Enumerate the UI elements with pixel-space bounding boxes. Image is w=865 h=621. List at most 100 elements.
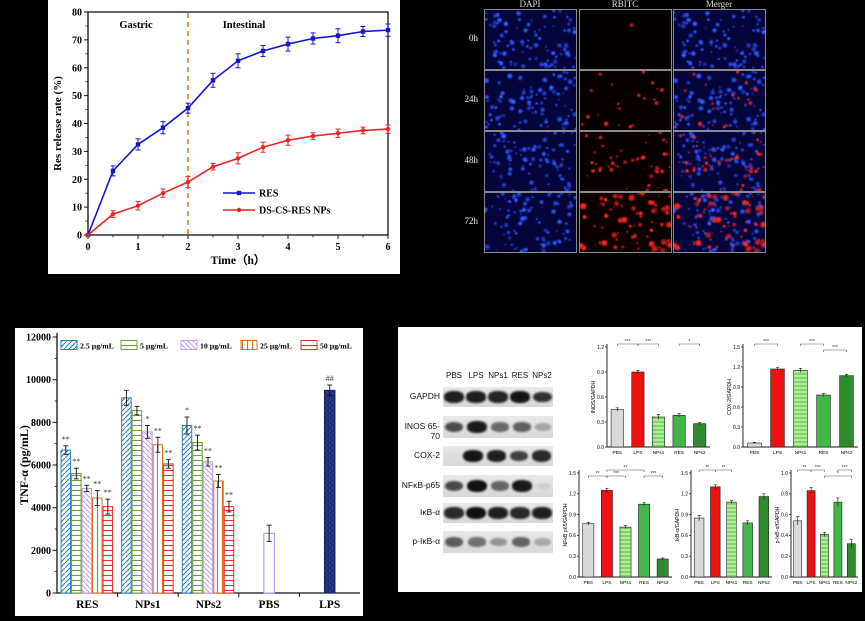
svg-text:PBS: PBS [793,580,803,586]
svg-text:1.0: 1.0 [781,471,788,477]
blot-band [532,507,552,519]
blot-lane-label: NPs1 [488,371,508,380]
svg-text:0.0: 0.0 [597,445,604,451]
western-blot-panel: PBS LPS NPs1 RES NPs2 GAPDH INOS 65-70 COX-2 NFκ… [398,327,862,592]
svg-text:PBS: PBS [583,580,593,586]
blot-band [490,537,508,547]
tnf-bar [323,389,336,594]
blot-band [466,391,486,403]
mini-chart-nfkb: 0.0 0.3 0.6 0.9 1.2 1.5 NFκB p65/GAPDH PBS LPS NP… [562,464,674,595]
svg-text:2000: 2000 [31,546,51,557]
quantification-bar-chart: 0.0 0.3 0.6 0.9 1.2 1.5 NFκB p65/GAPDH PBS LPS NP… [563,465,672,586]
fluorescence-cell-48h-rbitc [579,131,672,192]
fluorescence-row-label: 0h [469,33,478,43]
blot-row-label: p-IκB-α [412,536,440,546]
svg-text:**: ** [721,465,725,471]
svg-text:LPS: LPS [602,580,611,586]
fluorescence-cell-48h-dapi [484,131,577,192]
blot-band [445,537,464,547]
mini-bar [742,522,753,578]
svg-text:LPS: LPS [807,580,816,586]
mini-bar [816,394,831,448]
svg-text:6000: 6000 [31,461,51,472]
blot-row-label: IκB-α [419,507,440,517]
blot-band [512,480,532,492]
svg-text:0.0: 0.0 [733,445,740,451]
svg-text:3: 3 [236,242,241,253]
blot-row-label: INOS 65-70 [404,421,440,441]
svg-text:PBS: PBS [612,450,622,456]
blot-band [488,391,508,403]
mini-bar [638,503,650,578]
svg-text:0.3: 0.3 [597,420,604,426]
blot-band [486,450,507,462]
fluorescence-row-label: 24h [464,94,479,104]
svg-text:0.9: 0.9 [597,370,604,376]
svg-text:##: ## [326,374,334,383]
mini-bar [770,368,785,448]
mini-chart-inos: 0.0 0.3 0.6 0.9 1.2 INOS/GAPDH PBS LPS NPs1 RES NP… [590,338,712,465]
blot-band [531,450,552,462]
svg-text:**: ** [225,490,233,499]
svg-text:NPs1: NPs1 [620,580,632,586]
svg-text:0.3: 0.3 [733,425,740,431]
svg-text:RES: RES [674,450,684,456]
tnf-legend-label: 50 µg/mL [320,342,352,351]
svg-text:NPs2: NPs2 [694,450,706,456]
svg-text:**: ** [164,449,172,458]
svg-text:RES: RES [819,450,829,456]
blot-band [467,480,487,492]
svg-text:0.4: 0.4 [781,533,788,539]
svg-text:6: 6 [386,242,391,253]
svg-text:Time（h）: Time（h） [211,253,266,267]
fluorescence-row-label: 72h [464,216,479,226]
svg-text:0.6: 0.6 [733,405,740,411]
svg-text:*: * [145,415,149,424]
svg-text:**: ** [194,424,202,433]
mini-chart-pikb: 0.0 0.2 0.4 0.6 0.8 1.0 p-IκB-α/GAPDH PBS LPS NPs… [774,464,860,595]
svg-text:RES: RES [833,580,843,586]
tnf-legend-label: 10 µg/mL [200,342,232,351]
svg-text:0.3: 0.3 [681,554,688,560]
svg-text:**: ** [204,447,212,456]
mini-bar [693,423,707,448]
svg-text:LPS: LPS [711,580,720,586]
mini-bar [806,490,816,578]
blot-strip [443,416,553,438]
svg-text:**: ** [62,435,70,444]
svg-text:**: ** [802,465,806,471]
svg-text:**: ** [624,465,628,471]
quantification-bar-chart: 0.0 0.3 0.6 0.9 1.2 1.5 IκB-α/GAPDH PBS LPS NPs1 R… [675,465,772,586]
blot-band [490,422,509,432]
blot-band [444,421,464,433]
blot-row-label: COX-2 [414,450,440,460]
blot-band [535,482,552,490]
tnf-group-label: NPs2 [196,599,222,611]
blot-band [509,450,529,462]
svg-text:4000: 4000 [31,503,51,514]
svg-text:1: 1 [136,242,141,253]
mini-y-axis-label: COX-2/GAPDH [727,379,733,415]
svg-text:***: *** [842,465,848,471]
svg-text:0.6: 0.6 [781,512,788,518]
svg-text:RES: RES [639,580,649,586]
tnf-bar [263,532,275,594]
svg-text:60: 60 [72,63,82,74]
mini-bar [672,415,686,448]
blot-row-label: NFκB-p65 [401,480,440,490]
svg-text:1.5: 1.5 [681,471,688,477]
fluorescence-cell-24h-merger [673,70,766,131]
blot-lane-label: PBS [445,371,462,380]
svg-text:10000: 10000 [26,375,51,386]
svg-text:NPs2: NPs2 [845,580,857,586]
svg-text:*: * [837,471,839,477]
svg-text:0.2: 0.2 [781,554,788,560]
svg-text:1.5: 1.5 [569,471,576,477]
tnf-group-label: LPS [319,599,340,611]
svg-text:80: 80 [72,8,82,19]
mini-bar [793,370,808,448]
mini-bar [833,501,843,578]
mini-bar [582,523,595,578]
tnf-legend-label: 25 µg/mL [260,342,292,351]
